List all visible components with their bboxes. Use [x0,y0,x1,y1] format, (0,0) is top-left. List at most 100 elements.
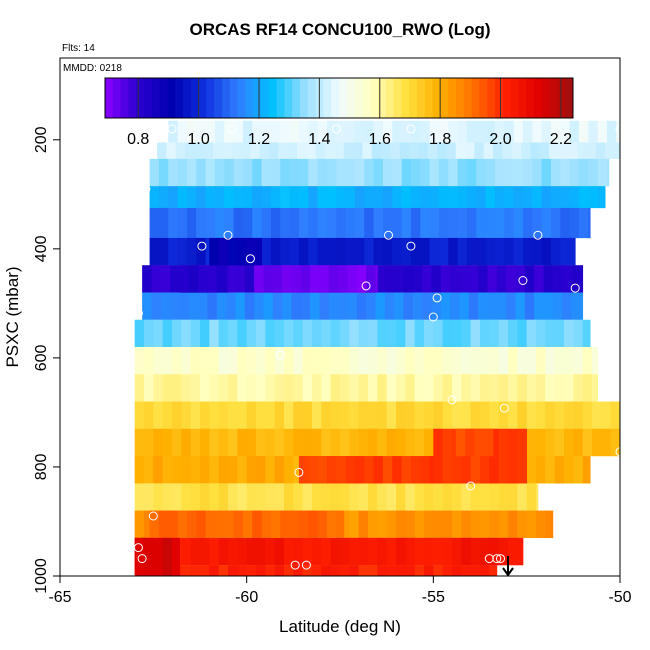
colorbar-segment [495,78,504,118]
heatmap-cell [424,401,434,429]
heatmap-cell [405,374,416,402]
heatmap-cell [298,237,309,266]
heatmap-cell [554,346,565,375]
heatmap-cell [414,565,425,577]
heatmap-cell [312,483,322,511]
heatmap-cell [319,292,330,320]
heatmap-cell [284,537,294,566]
heatmap-cell [256,537,266,566]
heatmap-cell [349,510,360,539]
heatmap-cell [177,186,188,209]
heatmap-cell [216,265,227,293]
heatmap-cell [394,292,404,320]
observation-point [133,308,143,318]
heatmap-cell [573,319,584,348]
heatmap-cell [562,265,572,293]
heatmap-cell [218,565,229,577]
heatmap-cell [605,142,615,160]
heatmap-cell [414,401,425,429]
heatmap-cell [424,319,434,348]
heatmap-cell [513,120,524,143]
date-annotation: MMDD: 0218 [63,63,122,74]
heatmap-cell [205,158,216,187]
heatmap-cell [186,158,197,187]
heatmap-cell [149,186,160,209]
heatmap-cell [401,120,412,143]
heatmap-cell [377,510,388,539]
heatmap-cell [218,237,229,266]
heatmap-cell [213,142,223,160]
heatmap-cell [328,292,339,320]
heatmap-cell [588,158,598,187]
colorbar-segment [518,78,527,118]
heatmap-cell [480,483,490,511]
heatmap-cell [382,186,393,209]
heatmap-cell [252,510,262,539]
heatmap-cell [218,537,229,566]
heatmap-cell [200,537,210,566]
heatmap-cell [405,537,416,566]
heatmap-cell [162,374,173,402]
heatmap-cell [424,428,434,457]
heatmap-cell [614,142,621,160]
heatmap-cell [513,207,524,239]
heatmap-cell [498,428,509,484]
heatmap-cell [134,456,145,484]
heatmap-cell [532,120,542,143]
heatmap-cell [168,237,178,266]
heatmap-cell [172,319,182,348]
heatmap-cell [401,158,412,187]
heatmap-cell [302,319,313,348]
heatmap-cell [496,265,507,293]
heatmap-cell [573,401,584,429]
heatmap-cell [487,265,498,293]
heatmap-cell [508,346,518,375]
heatmap-cell [336,158,346,187]
heatmap-cell [190,483,201,511]
heatmap-cell [336,207,346,239]
heatmap-cell [144,319,154,348]
heatmap-cell [291,292,302,320]
heatmap-cell [237,374,248,402]
heatmap-cell [349,319,360,348]
heatmap-cell [440,265,451,293]
heatmap-cell [401,186,412,209]
heatmap-cell [414,374,425,402]
colorbar-segment [471,78,480,118]
heatmap-cell [241,142,251,160]
heatmap-cell [345,456,356,484]
heatmap-cell [438,158,449,187]
heatmap-cell [517,401,528,429]
colorbar-segment [346,78,356,118]
heatmap-cell [312,319,322,348]
heatmap-cell [181,428,192,457]
heatmap-cell [502,142,513,160]
heatmap-cell [162,428,173,457]
heatmap-cell [270,120,281,143]
heatmap-cell [452,565,462,577]
heatmap-cell [554,374,565,402]
heatmap-cell [326,510,337,539]
heatmap-cell [231,142,242,160]
heatmap-cell [284,456,294,484]
heatmap-cell [554,456,565,484]
heatmap-cell [386,565,397,577]
heatmap-cell [536,401,546,429]
heatmap-cell [312,428,322,457]
heatmap-cell [144,510,154,539]
heatmap-cell [172,537,180,577]
heatmap-cell [396,319,406,348]
heatmap-cell [345,207,356,239]
heatmap-cell [338,265,348,293]
heatmap-cell [485,120,496,143]
heatmap-cell [181,565,192,577]
heatmap-cell [209,537,220,566]
heatmap-cell [186,510,197,539]
heatmap-cell [280,186,290,209]
heatmap-cell [312,537,322,566]
heatmap-cell [358,374,369,402]
observation-point [432,293,442,303]
heatmap-cell [158,510,169,539]
heatmap-cell [144,537,154,577]
